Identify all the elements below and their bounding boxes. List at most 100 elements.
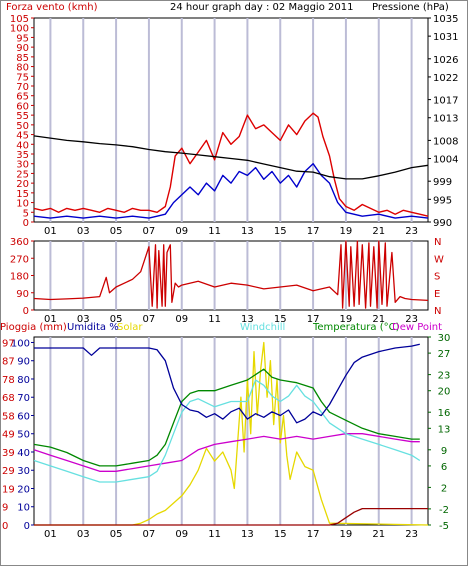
rain-axis-label: 58 <box>2 411 15 422</box>
humidity-axis-label: 80 <box>17 375 30 386</box>
humidity-axis-label: 40 <box>17 448 30 459</box>
hour-tick-label: 17 <box>307 314 320 325</box>
hour-tick-label: 19 <box>340 314 353 325</box>
humidity-axis-label: 60 <box>17 411 30 422</box>
rain-axis-label: 39 <box>2 448 15 459</box>
hour-tick-label: 13 <box>241 314 254 325</box>
hour-tick-label: 19 <box>340 226 353 237</box>
wind-axis-label: 15 <box>16 189 29 200</box>
rain-axis-label: 97 <box>2 338 15 349</box>
humidity-axis-label: 50 <box>17 430 30 441</box>
pressure-line <box>33 135 429 180</box>
wind-axis-label: 5 <box>23 208 29 219</box>
hour-tick-label: 23 <box>405 529 418 540</box>
temp-axis-label: 13 <box>438 424 451 435</box>
hour-tick-label: 01 <box>44 226 57 237</box>
temp-axis-label: 23 <box>438 371 451 382</box>
humidity-axis-label: 90 <box>17 357 30 368</box>
wind-axis-label: 85 <box>16 53 29 64</box>
wind-axis-label: 35 <box>16 150 29 161</box>
hour-tick-label: 11 <box>208 226 221 237</box>
hour-tick-label: 11 <box>208 314 221 325</box>
direction-axis-label: 90 <box>16 289 29 300</box>
rain-axis-label: 0 <box>2 521 8 532</box>
rain-axis-label: 68 <box>2 393 15 404</box>
hour-tick-label: 01 <box>44 529 57 540</box>
rain-axis-label: 9 <box>2 503 8 514</box>
pressure-axis-label: 1035 <box>433 14 458 25</box>
humidity-line <box>34 343 420 424</box>
solar-line <box>34 341 429 526</box>
solar-legend: Solar <box>117 322 143 333</box>
hour-tick-label: 15 <box>274 314 287 325</box>
pressure-axis-label: 1026 <box>433 55 458 66</box>
wind-axis-label: 70 <box>16 82 29 93</box>
wind-direction-panel: 01 03 05 07 09 11 13 15 17 19 21 23090180270360NESW… <box>10 237 444 325</box>
pressure-axis-label: 995 <box>433 195 452 206</box>
compass-label: E <box>434 289 440 300</box>
pressure-axis-label: 999 <box>433 177 452 188</box>
rain-legend: Pioggia (mm) <box>0 322 67 333</box>
wind-axis-label: 45 <box>16 131 29 142</box>
wind_gust-line <box>33 112 429 217</box>
hour-tick-label: 07 <box>143 226 156 237</box>
hour-tick-label: 13 <box>241 226 254 237</box>
hour-tick-label: 23 <box>405 314 418 325</box>
wind-axis-label: 55 <box>16 111 29 122</box>
temp-axis-label: 20 <box>438 387 451 398</box>
temp-axis-label: 27 <box>438 349 451 360</box>
pressure-axis-label: 1004 <box>433 155 458 166</box>
wind-axis-label: 50 <box>16 121 29 132</box>
humidity-legend: Umidita % <box>67 322 119 333</box>
wind-axis-label: 0 <box>23 218 29 229</box>
hour-tick-label: 03 <box>77 314 90 325</box>
humidity-axis-label: 0 <box>24 521 30 532</box>
hour-tick-label: 03 <box>77 529 90 540</box>
hour-tick-label: 21 <box>372 529 385 540</box>
dewpoint-legend: Dew Point <box>392 322 442 333</box>
hour-tick-label: 09 <box>175 529 188 540</box>
pressure-axis-label: 1022 <box>433 73 458 84</box>
humidity-axis-label: 100 <box>11 338 30 349</box>
wind-axis-label: 30 <box>16 160 29 171</box>
wind-axis-label: 90 <box>16 43 29 54</box>
direction-axis-label: 0 <box>23 306 29 317</box>
temp-axis-label: 6 <box>441 462 447 473</box>
wind-axis-title: Forza vento (kmh) <box>6 2 98 13</box>
hour-tick-label: 15 <box>274 226 287 237</box>
compass-label: N <box>434 237 441 248</box>
hour-tick-label: 07 <box>143 314 156 325</box>
hour-tick-label: 01 <box>44 314 57 325</box>
pressure-axis-title: Pressione (hPa) <box>372 2 449 13</box>
rain-line <box>34 507 428 526</box>
rain-axis-label: 29 <box>2 466 15 477</box>
pressure-axis-label: 1031 <box>433 32 458 43</box>
wind_avg-line <box>33 162 429 219</box>
windchill-line <box>33 379 421 483</box>
windchill-legend: Windchill <box>240 322 285 333</box>
hour-tick-label: 21 <box>372 314 385 325</box>
wind-axis-label: 20 <box>16 179 29 190</box>
hour-tick-label: 09 <box>175 226 188 237</box>
direction-axis-label: 180 <box>10 272 29 283</box>
wind-axis-label: 95 <box>16 33 29 44</box>
wind-axis-label: 100 <box>10 24 29 35</box>
direction-line <box>33 240 429 309</box>
rain-axis-label: 87 <box>2 357 15 368</box>
wind-axis-label: 65 <box>16 92 29 103</box>
wind-axis-label: 40 <box>16 140 29 151</box>
compass-label: N <box>434 306 441 317</box>
hour-tick-label: 05 <box>110 314 123 325</box>
humidity-axis-label: 70 <box>17 393 30 404</box>
temp-axis-label: 2 <box>441 483 447 494</box>
temperature-legend: Temperatura (°C) <box>312 322 400 333</box>
wind-pressure-panel: 01 03 05 07 09 11 13 15 17 19 21 230510152025303540… <box>10 14 459 237</box>
hour-tick-label: 05 <box>110 529 123 540</box>
hour-tick-label: 19 <box>340 529 353 540</box>
hour-tick-label: 03 <box>77 226 90 237</box>
wind-axis-label: 60 <box>16 101 29 112</box>
rain-axis-label: 78 <box>2 375 15 386</box>
compass-label: W <box>434 254 444 265</box>
hour-tick-label: 17 <box>307 529 320 540</box>
